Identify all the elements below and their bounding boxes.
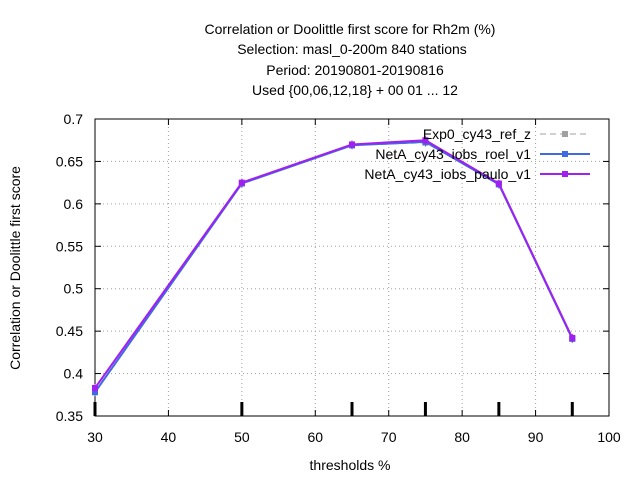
legend: Exp0_cy43_ref_z NetA_cy43_iobs_roel_v1 Net…	[364, 126, 590, 182]
x-tick-label: 30	[87, 429, 103, 445]
threshold-marks	[93, 402, 574, 416]
chart-title: Correlation or Doolittle first score for…	[205, 21, 496, 98]
x-tick-label: 40	[161, 429, 177, 445]
series-3	[92, 136, 576, 392]
x-tick-label: 80	[454, 429, 470, 445]
data-point	[92, 384, 98, 391]
plot-frame	[94, 118, 610, 417]
axes	[94, 118, 610, 417]
legend-label: NetA_cy43_iobs_roel_v1	[375, 146, 531, 162]
data-point	[422, 137, 429, 144]
data-point	[92, 389, 98, 396]
series-line	[94, 139, 574, 389]
legend-marker	[562, 131, 568, 137]
y-ticks: 0.35 0.4 0.45 0.5 0.55 0.6 0.65 0.7	[56, 111, 609, 424]
data-point	[349, 141, 355, 148]
series	[92, 136, 576, 397]
x-axis-label: thresholds %	[310, 457, 391, 473]
data-point	[495, 180, 502, 187]
data-point	[569, 334, 576, 341]
x-tick-label: 100	[597, 429, 621, 445]
grid	[95, 119, 609, 416]
x-tick-label: 90	[528, 429, 544, 445]
legend-marker	[562, 171, 568, 177]
x-ticks: 30 40 50 60 70 80 90 100	[87, 119, 621, 445]
chart-title-line-1: Correlation or Doolittle first score for…	[205, 21, 496, 37]
chart-title-line-2: Selection: masl_0-200m 840 stations	[237, 41, 467, 57]
y-tick-label: 0.55	[56, 238, 83, 254]
legend-entry: Exp0_cy43_ref_z	[423, 126, 590, 142]
y-tick-label: 0.65	[56, 153, 83, 169]
chart-title-line-4: Used {00,06,12,18} + 00 01 ... 12	[252, 82, 458, 98]
y-tick-label: 0.5	[64, 281, 84, 297]
data-point	[238, 179, 245, 186]
legend-label: NetA_cy43_iobs_paulo_v1	[364, 166, 531, 182]
legend-entry: NetA_cy43_iobs_roel_v1	[375, 146, 590, 162]
x-tick-label: 60	[307, 429, 323, 445]
legend-label: Exp0_cy43_ref_z	[423, 126, 531, 142]
y-tick-label: 0.45	[56, 323, 83, 339]
x-tick-label: 70	[381, 429, 397, 445]
y-axis-label: Correlation or Doolittle first score	[7, 166, 23, 370]
y-tick-label: 0.7	[64, 111, 84, 127]
chart-title-line-3: Period: 20190801-20190816	[266, 62, 444, 78]
y-tick-label: 0.6	[64, 196, 84, 212]
y-tick-label: 0.35	[56, 408, 83, 424]
legend-entry: NetA_cy43_iobs_paulo_v1	[364, 166, 590, 182]
y-tick-label: 0.4	[64, 366, 84, 382]
x-tick-label: 50	[234, 429, 250, 445]
legend-marker	[562, 151, 568, 157]
